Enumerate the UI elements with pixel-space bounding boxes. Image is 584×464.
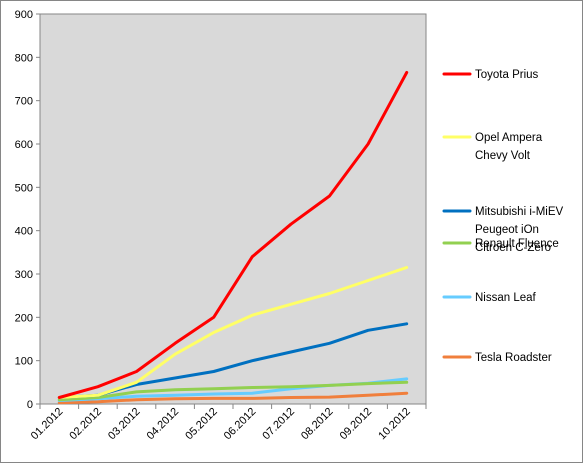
y-tick-label: 700: [15, 96, 33, 108]
series-line: [57, 391, 409, 405]
legend-label: Chevy Volt: [475, 150, 531, 162]
series-line: [57, 380, 409, 402]
x-tick-label: 05.2012: [183, 406, 220, 443]
legend-label: Peugeot iOn: [475, 224, 539, 236]
x-tick-label: 08.2012: [299, 406, 336, 443]
x-tick-label: 06.2012: [222, 406, 259, 443]
x-tick-label: 01.2012: [29, 406, 66, 443]
x-tick-label: 10.2012: [376, 406, 413, 443]
x-tick-label: 02.2012: [67, 406, 104, 443]
legend-label: Renault Fluence: [475, 238, 559, 250]
legend-label: Citroen C-Zero: [475, 242, 551, 254]
legend-label: Mitsubishi i-MiEV: [475, 206, 564, 218]
y-tick-label: 600: [15, 139, 33, 151]
y-tick-label: 300: [15, 269, 33, 281]
y-tick-label: 400: [15, 226, 33, 238]
y-tick-label: 0: [27, 399, 33, 411]
series-line: [57, 71, 409, 399]
y-tick-label: 200: [15, 312, 33, 324]
legend-label: Opel Ampera: [475, 132, 543, 144]
x-tick-label: 03.2012: [106, 406, 143, 443]
x-tick-label: 04.2012: [145, 406, 182, 443]
x-tick-label: 09.2012: [338, 406, 375, 443]
y-tick-label: 100: [15, 356, 33, 368]
y-tick-label: 800: [15, 52, 33, 64]
x-tick-label: 07.2012: [260, 406, 297, 443]
y-tick-label: 900: [15, 9, 33, 21]
y-tick-label: 500: [15, 182, 33, 194]
series-line: [57, 266, 409, 399]
legend-label: Nissan Leaf: [475, 292, 537, 304]
legend-label: Tesla Roadster: [475, 352, 552, 364]
plot-area: [39, 13, 427, 405]
legend-label: Toyota Prius: [475, 69, 539, 81]
